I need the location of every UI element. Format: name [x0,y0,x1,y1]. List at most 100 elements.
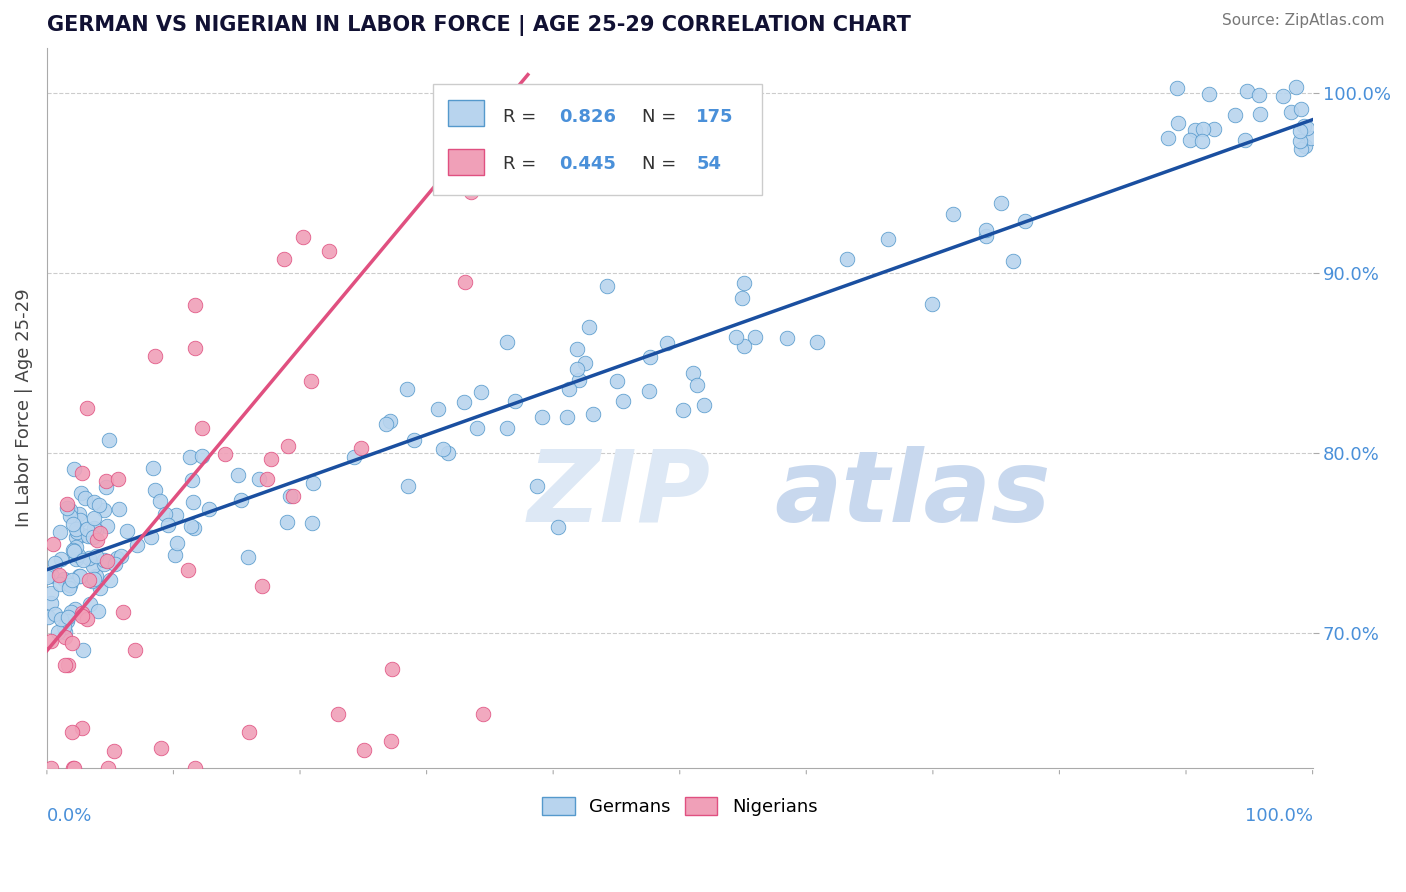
Point [526,478,548,492]
Point [69,513,91,527]
Text: ZIP: ZIP [527,446,711,542]
Point [93,553,115,567]
Point [59,503,82,517]
Point [1178,133,1201,147]
Point [104,557,127,571]
Point [49,611,72,625]
Point [183,521,205,535]
Point [568,373,591,387]
Point [184,342,207,356]
Point [59,606,82,620]
Point [107,472,129,486]
Point [531,409,554,424]
Point [70,486,93,500]
Point [256,472,278,486]
Point [72,642,94,657]
Point [96,554,118,568]
Point [56,657,79,672]
Point [276,515,298,529]
Point [454,275,477,289]
Point [63,602,86,616]
Point [87,604,110,618]
Point [94,474,117,488]
Point [184,298,207,312]
Point [565,343,588,357]
Point [62,761,84,775]
Point [190,449,212,463]
Point [83,521,105,535]
Point [94,481,117,495]
Point [105,550,128,565]
Point [62,461,84,475]
Point [60,636,83,650]
Point [557,409,579,424]
Point [56,609,79,624]
Point [66,525,89,540]
Point [93,503,115,517]
Point [1271,89,1294,103]
Point [302,475,325,490]
Point [65,552,87,566]
Point [39,634,62,648]
Point [558,382,581,396]
Point [1202,121,1225,136]
Point [350,442,373,456]
Point [41,761,63,775]
Point [89,525,111,540]
Point [107,502,129,516]
Point [260,452,283,467]
Bar [449,100,484,126]
Point [46,624,69,639]
Point [1301,130,1323,145]
Point [1249,107,1271,121]
Point [395,382,418,396]
Point [70,466,93,480]
Point [236,550,259,565]
Point [657,335,679,350]
Point [86,533,108,547]
Bar [433,84,762,195]
Point [976,229,998,244]
Point [76,401,98,415]
Point [44,557,66,571]
Bar [449,149,484,175]
Point [89,582,111,596]
Point [98,574,121,588]
Point [1014,214,1036,228]
Point [143,483,166,497]
Point [83,573,105,587]
Point [733,338,755,352]
Point [82,559,104,574]
Point [59,577,82,591]
Point [77,574,100,588]
Point [84,549,107,563]
Point [166,536,188,550]
Point [67,568,90,582]
Point [153,507,176,521]
Point [1247,87,1270,102]
Point [228,467,250,482]
Point [63,543,86,558]
Point [149,740,172,755]
Point [49,525,72,540]
Point [76,522,98,536]
Point [565,362,588,376]
Point [503,394,526,409]
Point [143,349,166,363]
Point [59,509,82,524]
Point [66,548,89,562]
Point [60,574,83,588]
Point [115,524,138,538]
Text: N =: N = [641,108,676,126]
Y-axis label: In Labor Force | Age 25-29: In Labor Force | Age 25-29 [15,288,32,527]
Point [353,742,375,756]
Point [318,244,340,258]
Point [343,450,366,464]
Point [378,414,401,428]
Point [733,276,755,290]
Point [42,537,65,551]
Point [1279,105,1302,120]
Point [277,439,299,453]
Text: 0.445: 0.445 [560,155,616,173]
Point [496,421,519,435]
